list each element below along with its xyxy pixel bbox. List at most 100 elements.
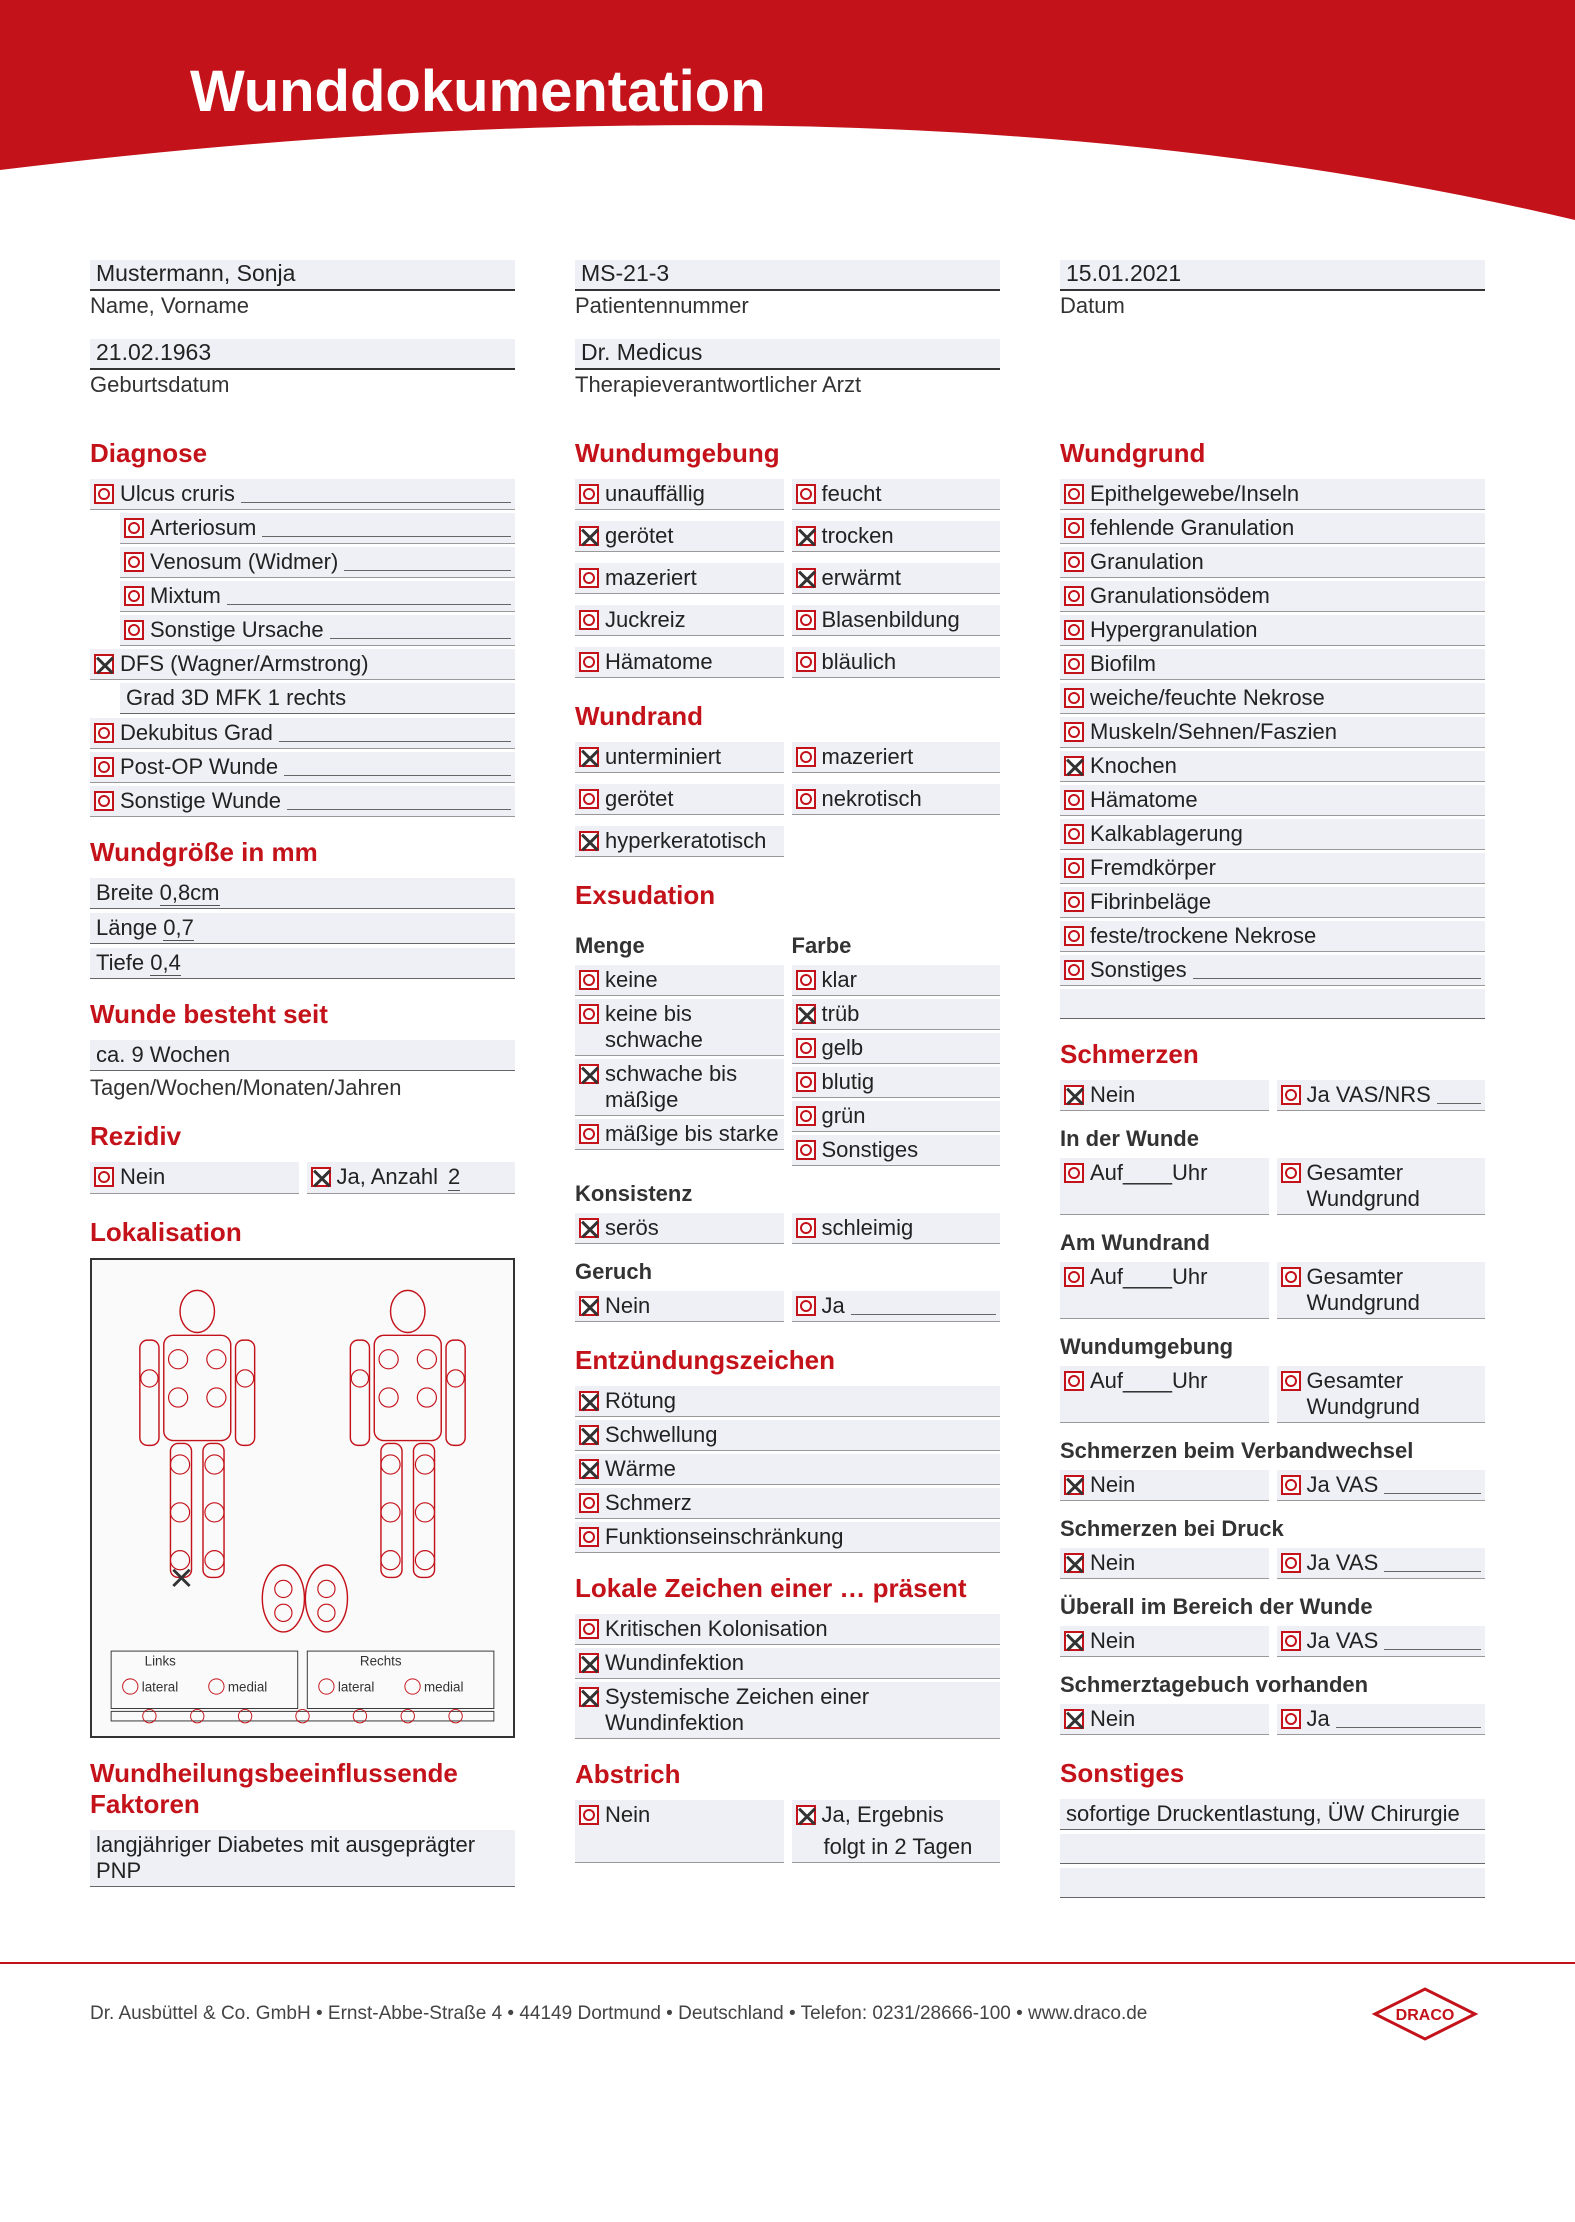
entz-4[interactable]: Funktionseinschränkung: [575, 1522, 1000, 1553]
kons-l0[interactable]: serös: [575, 1213, 784, 1244]
wundumg-l0[interactable]: unauffällig: [575, 479, 784, 510]
abstrich-ja-value[interactable]: folgt in 2 Tagen: [796, 1834, 997, 1860]
farbe-0[interactable]: klar: [792, 965, 1001, 996]
diagnose-item-1[interactable]: Arteriosum: [120, 513, 515, 544]
sonstiges-line-2[interactable]: [1060, 1868, 1485, 1898]
wgr-0[interactable]: Epithelgewebe/Inseln: [1060, 479, 1485, 510]
diagnose-item-0[interactable]: Ulcus cruris: [90, 479, 515, 510]
lokz-2[interactable]: Systemische Zeichen einer Wundinfektion: [575, 1682, 1000, 1739]
wundrand-l1[interactable]: gerötet: [575, 784, 784, 815]
schmerz-sec-1-ges[interactable]: Gesamter Wundgrund: [1277, 1262, 1486, 1319]
entz-1[interactable]: Schwellung: [575, 1420, 1000, 1451]
rezidiv-ja[interactable]: Ja, Anzahl 2: [307, 1162, 516, 1194]
diagnose-item-3[interactable]: Mixtum: [120, 581, 515, 612]
geruch-r0[interactable]: Ja: [792, 1291, 1001, 1322]
wgr-6[interactable]: weiche/feuchte Nekrose: [1060, 683, 1485, 714]
rezidiv-nein[interactable]: Nein: [90, 1162, 299, 1194]
date-value[interactable]: 15.01.2021: [1060, 260, 1485, 291]
abstrich-ja[interactable]: Ja, Ergebnis folgt in 2 Tagen: [792, 1800, 1001, 1863]
farbe-3[interactable]: blutig: [792, 1067, 1001, 1098]
wundgroesse-0[interactable]: Breite 0,8cm: [90, 878, 515, 909]
schmerz-ext-1-nein[interactable]: Nein: [1060, 1548, 1269, 1579]
menge-2[interactable]: schwache bis mäßige: [575, 1059, 784, 1116]
geruch-l0[interactable]: Nein: [575, 1291, 784, 1322]
wgr-3[interactable]: Granulationsödem: [1060, 581, 1485, 612]
wundumg-l4[interactable]: Hämatome: [575, 647, 784, 678]
wundrand-r1[interactable]: nekrotisch: [792, 784, 1001, 815]
faktoren-value[interactable]: langjähriger Diabetes mit ausgeprägter P…: [90, 1830, 515, 1887]
rezidiv-ja-value[interactable]: 2: [448, 1164, 460, 1191]
body-diagram[interactable]: Links Rechts lateral medial lateral medi…: [90, 1258, 515, 1738]
farbe-2[interactable]: gelb: [792, 1033, 1001, 1064]
entz-0[interactable]: Rötung: [575, 1386, 1000, 1417]
schmerzen-nein[interactable]: Nein: [1060, 1080, 1269, 1111]
wgr-5[interactable]: Biofilm: [1060, 649, 1485, 680]
schmerz-ext-0-nein[interactable]: Nein: [1060, 1470, 1269, 1501]
lokz-0[interactable]: Kritischen Kolonisation: [575, 1614, 1000, 1645]
wgr-1[interactable]: fehlende Granulation: [1060, 513, 1485, 544]
diagnose-item-2[interactable]: Venosum (Widmer): [120, 547, 515, 578]
pid-value[interactable]: MS-21-3: [575, 260, 1000, 291]
wgr-9[interactable]: Hämatome: [1060, 785, 1485, 816]
wgr-4[interactable]: Hypergranulation: [1060, 615, 1485, 646]
schmerz-sec-0-auf[interactable]: Auf____Uhr: [1060, 1158, 1269, 1215]
besteht-value[interactable]: ca. 9 Wochen: [90, 1040, 515, 1071]
wundgrund-free[interactable]: [1060, 989, 1485, 1019]
lokalisation-heading: Lokalisation: [90, 1217, 515, 1248]
wgr-11[interactable]: Fremdkörper: [1060, 853, 1485, 884]
wundumg-l1[interactable]: gerötet: [575, 521, 784, 552]
diagnose-item-7[interactable]: Dekubitus Grad: [90, 718, 515, 749]
lokz-1[interactable]: Wundinfektion: [575, 1648, 1000, 1679]
diagnose-item-9[interactable]: Sonstige Wunde: [90, 786, 515, 817]
schmerz-ext-3-nein[interactable]: Nein: [1060, 1704, 1269, 1735]
schmerz-ext-0-ja[interactable]: Ja VAS: [1277, 1470, 1486, 1501]
schmerz-ext-1-ja[interactable]: Ja VAS: [1277, 1548, 1486, 1579]
diagnose-item-5[interactable]: DFS (Wagner/Armstrong): [90, 649, 515, 680]
wgr-8[interactable]: Knochen: [1060, 751, 1485, 782]
farbe-1[interactable]: trüb: [792, 999, 1001, 1030]
entz-2[interactable]: Wärme: [575, 1454, 1000, 1485]
menge-1[interactable]: keine bis schwache: [575, 999, 784, 1056]
diagnose-item-6[interactable]: Grad 3D MFK 1 rechts: [120, 683, 515, 714]
schmerz-sec-2-ges[interactable]: Gesamter Wundgrund: [1277, 1366, 1486, 1423]
schmerz-sec-2-auf[interactable]: Auf____Uhr: [1060, 1366, 1269, 1423]
diagnose-item-8[interactable]: Post-OP Wunde: [90, 752, 515, 783]
name-value[interactable]: Mustermann, Sonja: [90, 260, 515, 291]
kons-r0[interactable]: schleimig: [792, 1213, 1001, 1244]
farbe-4[interactable]: grün: [792, 1101, 1001, 1132]
dob-value[interactable]: 21.02.1963: [90, 339, 515, 370]
farbe-5[interactable]: Sonstiges: [792, 1135, 1001, 1166]
wundgroesse-2[interactable]: Tiefe 0,4: [90, 948, 515, 979]
wgr-2[interactable]: Granulation: [1060, 547, 1485, 578]
wundrand-r0[interactable]: mazeriert: [792, 742, 1001, 773]
doctor-value[interactable]: Dr. Medicus: [575, 339, 1000, 370]
schmerz-sec-0-ges[interactable]: Gesamter Wundgrund: [1277, 1158, 1486, 1215]
entz-3[interactable]: Schmerz: [575, 1488, 1000, 1519]
wgr-13[interactable]: feste/trockene Nekrose: [1060, 921, 1485, 952]
wundrand-l0[interactable]: unterminiert: [575, 742, 784, 773]
abstrich-nein[interactable]: Nein: [575, 1800, 784, 1863]
diagnose-item-4[interactable]: Sonstige Ursache: [120, 615, 515, 646]
schmerz-sec-1-auf[interactable]: Auf____Uhr: [1060, 1262, 1269, 1319]
menge-3[interactable]: mäßige bis starke: [575, 1119, 784, 1150]
wundumg-r3[interactable]: Blasenbildung: [792, 605, 1001, 636]
wgr-7[interactable]: Muskeln/Sehnen/Faszien: [1060, 717, 1485, 748]
wgr-10[interactable]: Kalkablagerung: [1060, 819, 1485, 850]
menge-0[interactable]: keine: [575, 965, 784, 996]
sonstiges-line-0[interactable]: sofortige Druckentlastung, ÜW Chirurgie: [1060, 1799, 1485, 1830]
wundumg-r0[interactable]: feucht: [792, 479, 1001, 510]
schmerz-ext-2-nein[interactable]: Nein: [1060, 1626, 1269, 1657]
wundgroesse-1[interactable]: Länge 0,7: [90, 913, 515, 944]
wundrand-l2[interactable]: hyperkeratotisch: [575, 826, 784, 857]
schmerzen-ja[interactable]: Ja VAS/NRS: [1277, 1080, 1486, 1111]
wundumg-r2[interactable]: erwärmt: [792, 563, 1001, 594]
schmerz-ext-3-ja[interactable]: Ja: [1277, 1704, 1486, 1735]
wgr-14[interactable]: Sonstiges: [1060, 955, 1485, 986]
schmerz-ext-2-ja[interactable]: Ja VAS: [1277, 1626, 1486, 1657]
wundumg-l2[interactable]: mazeriert: [575, 563, 784, 594]
wundumg-r4[interactable]: bläulich: [792, 647, 1001, 678]
wundumg-l3[interactable]: Juckreiz: [575, 605, 784, 636]
sonstiges-line-1[interactable]: [1060, 1834, 1485, 1864]
wgr-12[interactable]: Fibrinbeläge: [1060, 887, 1485, 918]
wundumg-r1[interactable]: trocken: [792, 521, 1001, 552]
